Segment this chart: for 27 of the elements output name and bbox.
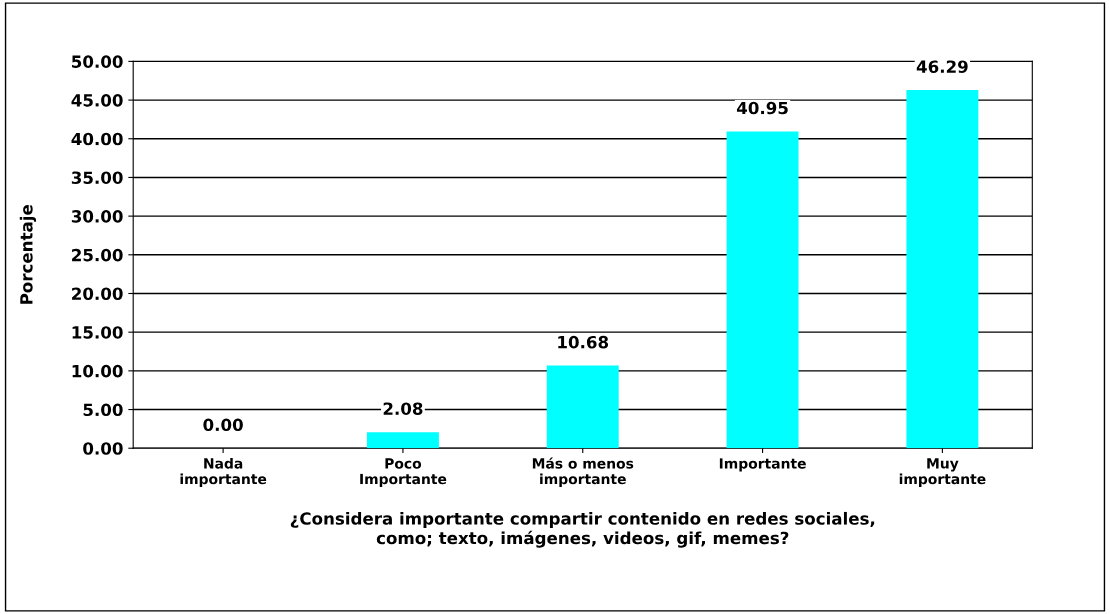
data-label: 46.29: [916, 60, 968, 73]
x-tick-label: Poco Importante: [360, 458, 447, 487]
bar: [366, 432, 439, 449]
x-tick-label: Muy importante: [899, 458, 986, 487]
data-label: 2.08: [383, 402, 423, 416]
y-tick-label: 45.00: [71, 94, 123, 107]
y-tick-label: 15.00: [72, 326, 123, 339]
data-label: 10.68: [558, 335, 609, 349]
bar: [546, 365, 619, 449]
x-tick-label: Importante: [719, 458, 806, 472]
bar: [906, 90, 979, 449]
x-axis-title: ¿Considera importante compartir contenido en redes sociales, como; texto, imágenes, videos, gif, memes?: [290, 511, 875, 548]
y-axis-title: Porcentaje: [19, 205, 37, 304]
y-tick-label: 40.00: [71, 132, 123, 146]
y-tick-label: 35.00: [71, 171, 123, 185]
y-tick-label: 50.00: [72, 55, 123, 68]
bar: [726, 131, 799, 449]
y-tick-label: 5.00: [83, 403, 123, 417]
x-tick-label: Más o menos importante: [532, 457, 634, 487]
data-label: 40.95: [736, 101, 788, 115]
y-tick-label: 30.00: [71, 210, 123, 223]
y-tick-label: 10.00: [72, 364, 123, 378]
x-tick-label: Nada importante: [180, 457, 267, 487]
data-label: 0.00: [203, 418, 243, 432]
y-tick-label: 0.00: [83, 442, 123, 455]
y-tick-label: 25.00: [72, 248, 123, 262]
y-tick-label: 20.00: [72, 287, 123, 301]
